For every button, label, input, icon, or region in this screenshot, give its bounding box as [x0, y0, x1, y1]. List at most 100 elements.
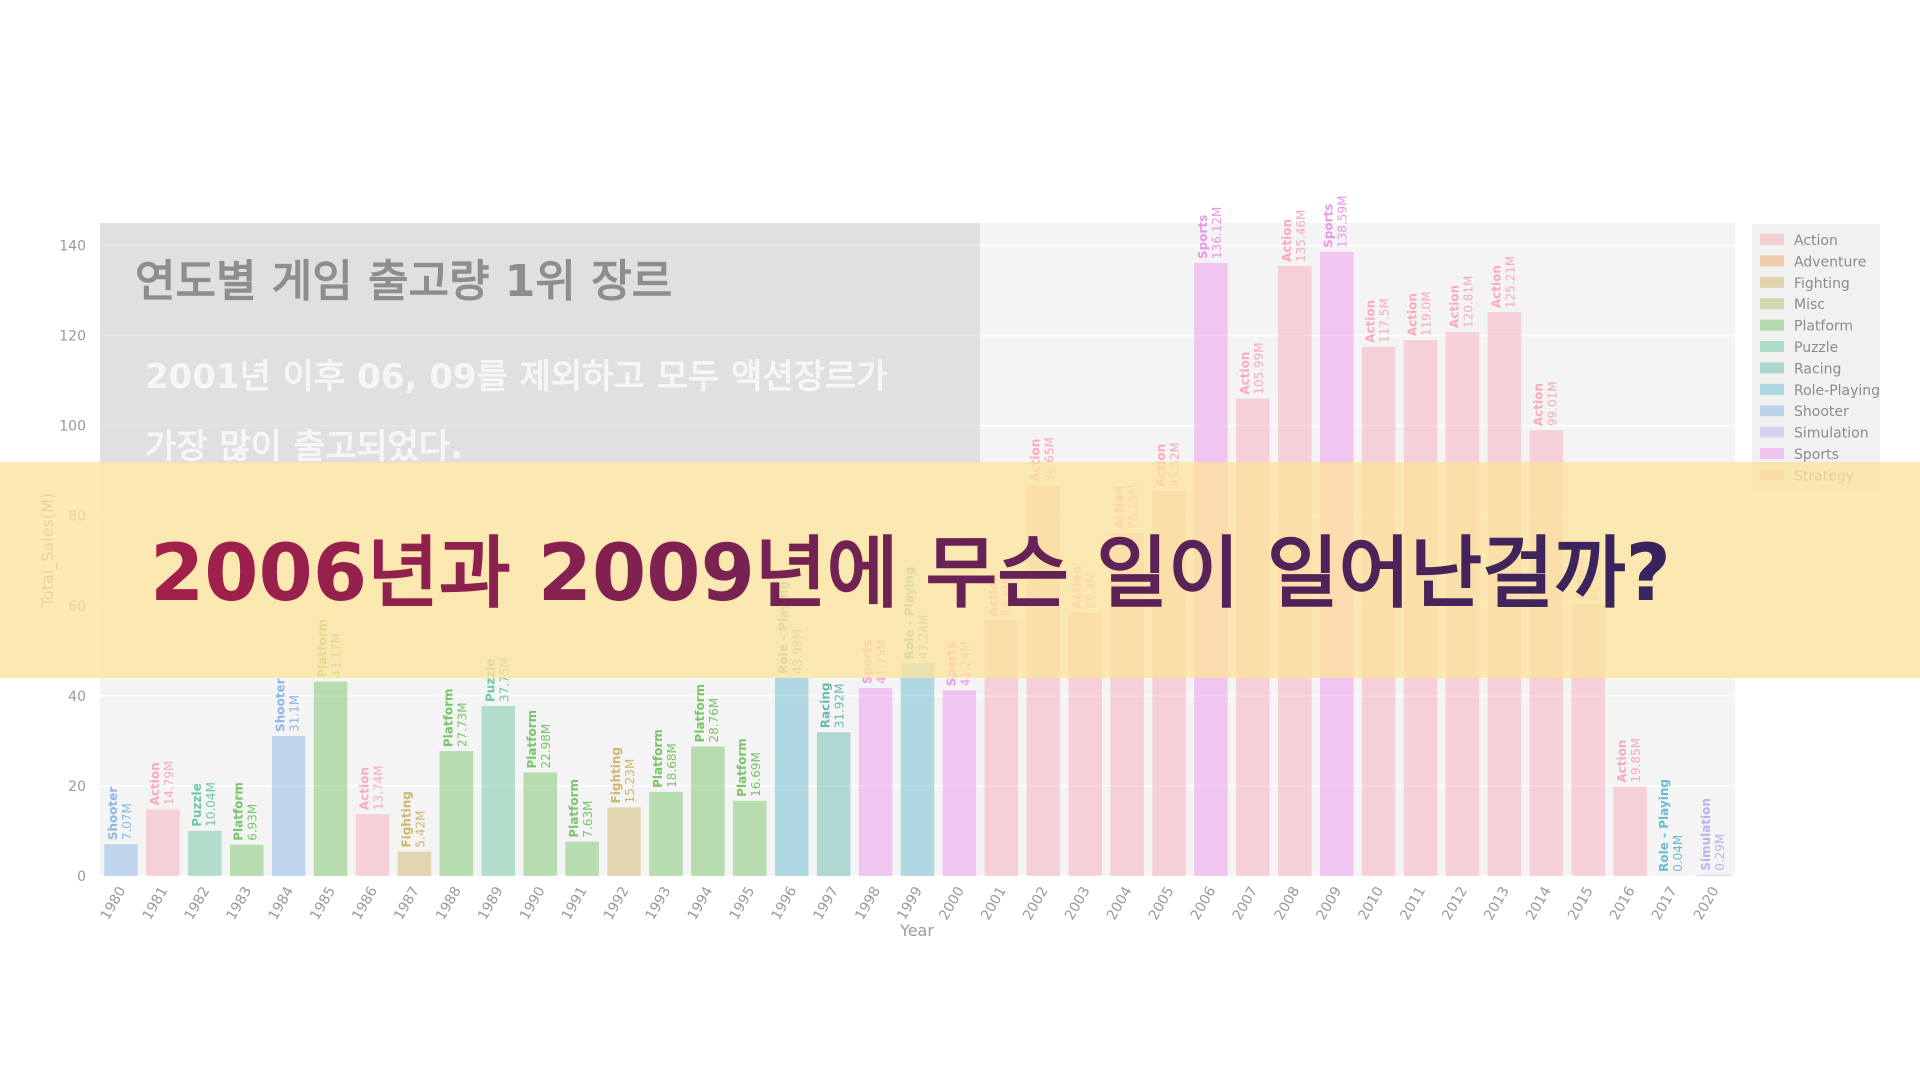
bar-label-value: 120.81M	[1462, 276, 1476, 328]
bar-label: Action 19.85M	[1615, 738, 1643, 783]
bar-label-genre: Simulation	[1699, 798, 1713, 871]
bar-label-value: 27.73M	[455, 702, 469, 747]
legend-swatch	[1760, 426, 1784, 438]
bar-label-genre: Action	[148, 762, 162, 805]
overlay-subtitle-line2: 가장 많이 출고되었다.	[145, 427, 463, 467]
y-tick-label: 140	[59, 239, 86, 255]
bar-label-genre: Action	[1364, 300, 1378, 343]
bar-label: Platform 27.73M	[441, 688, 469, 747]
bar-label: Simulation 0.29M	[1699, 798, 1727, 871]
bar	[1613, 786, 1647, 876]
bar-label-value: 19.85M	[1629, 738, 1643, 783]
overlay-subtitle-line1: 2001년 이후 06, 09를 제외하고 모두 액션장르가	[145, 357, 887, 397]
bar-label-value: 135.46M	[1294, 210, 1308, 262]
bar	[816, 732, 851, 876]
x-tick-label: 2017	[1649, 884, 1681, 923]
bar-label-genre: Action	[1615, 740, 1629, 783]
legend-swatch	[1760, 448, 1784, 459]
bar-label-genre: Action	[1406, 293, 1420, 336]
bar-label: Sports 136.12M	[1196, 207, 1224, 259]
y-tick-label: 120	[59, 329, 86, 345]
bar-label-genre: Action	[1531, 383, 1545, 426]
legend-swatch	[1760, 255, 1784, 267]
x-tick-label: 2000	[936, 884, 968, 923]
x-tick-label: 1986	[349, 884, 381, 923]
overlay-title: 연도별 게임 출고량 1위 장르	[135, 256, 672, 307]
x-tick-label: 1984	[265, 884, 297, 923]
x-tick-label: 2020	[1691, 884, 1723, 923]
bar	[565, 841, 599, 876]
x-tick-label: 1999	[894, 884, 926, 923]
bar-label-value: 7.07M	[120, 803, 134, 840]
bar-label-genre: Action	[1238, 352, 1252, 395]
bar-label: Sports 138.59M	[1322, 196, 1350, 248]
bar	[649, 791, 683, 876]
bar-label: Action 120.81M	[1448, 276, 1476, 328]
x-tick-label: 2002	[1020, 884, 1052, 923]
y-tick-labels: 020406080100120140	[59, 239, 86, 885]
legend-label: Platform	[1794, 319, 1853, 335]
bar	[104, 844, 138, 876]
bar	[188, 830, 222, 876]
bar	[146, 809, 180, 876]
x-tick-label: 2006	[1188, 884, 1220, 923]
x-tick-label: 1993	[643, 884, 675, 923]
y-tick-label: 100	[59, 419, 86, 435]
x-tick-label: 2015	[1565, 884, 1597, 923]
legend-swatch	[1760, 341, 1784, 352]
bar	[774, 677, 809, 876]
bar-label-genre: Fighting	[609, 747, 623, 803]
bar-label-genre: Platform	[525, 710, 539, 769]
x-tick-label: 2001	[978, 884, 1010, 923]
bar-label-genre: Action	[358, 767, 372, 810]
bar-label-value: 125.21M	[1503, 256, 1517, 308]
x-tick-label: 1983	[224, 884, 256, 923]
bar-label-value: 5.42M	[413, 811, 427, 848]
y-tick-label: 20	[68, 779, 86, 795]
bar-label-genre: Puzzle	[190, 783, 204, 827]
bar	[733, 800, 767, 876]
x-tick-label: 2010	[1355, 884, 1387, 923]
bar	[942, 690, 977, 876]
x-tick-label: 1982	[182, 884, 214, 923]
bar-label-value: 22.98M	[539, 724, 553, 769]
x-tick-label: 1995	[727, 884, 759, 923]
bar	[523, 772, 557, 876]
bar	[691, 746, 725, 876]
legend-swatch	[1760, 234, 1784, 245]
bar-label: Action 135.46M	[1280, 210, 1308, 262]
x-tick-label: 1992	[601, 884, 633, 923]
legend: Action Adventure Fighting Misc Platform Puzzl…	[1752, 224, 1880, 493]
bar-label-value: 31.1M	[288, 695, 302, 732]
bar-label-value: 6.93M	[246, 804, 260, 841]
bar-label-genre: Platform	[232, 782, 246, 841]
bar	[271, 735, 306, 876]
legend-label: Misc	[1794, 297, 1825, 313]
legend-label: Racing	[1794, 361, 1841, 377]
bar-label-genre: Platform	[651, 729, 665, 788]
bar-label-genre: Sports	[1322, 204, 1336, 248]
legend-label: Action	[1794, 233, 1838, 249]
bar-label: Racing 31.92M	[819, 683, 847, 729]
y-tick-label: 40	[68, 689, 86, 705]
bar-label: Platform 7.63M	[567, 779, 595, 838]
bar-label: Action 125.21M	[1489, 256, 1517, 308]
x-tick-label: 2004	[1104, 884, 1136, 923]
x-tick-label: 1991	[559, 884, 591, 923]
x-tick-label: 1985	[307, 884, 339, 923]
bar-label-genre: Shooter	[106, 787, 120, 841]
bar-label-value: 15.23M	[623, 759, 637, 804]
bar-label-value: 16.69M	[749, 752, 763, 797]
legend-swatch	[1760, 298, 1784, 310]
legend-label: Adventure	[1794, 254, 1866, 270]
x-tick-label: 2016	[1607, 884, 1639, 923]
x-tick-label: 1981	[140, 884, 172, 923]
x-tick-label: 2003	[1062, 884, 1094, 923]
legend-label: Fighting	[1794, 276, 1850, 292]
bar-label-value: 18.68M	[665, 743, 679, 788]
bar-label: Action 14.79M	[148, 761, 176, 806]
y-tick-label: 0	[77, 869, 86, 885]
bar-label-genre: Platform	[693, 684, 707, 743]
legend-label: Sports	[1794, 447, 1839, 463]
legend-swatch	[1760, 362, 1784, 374]
